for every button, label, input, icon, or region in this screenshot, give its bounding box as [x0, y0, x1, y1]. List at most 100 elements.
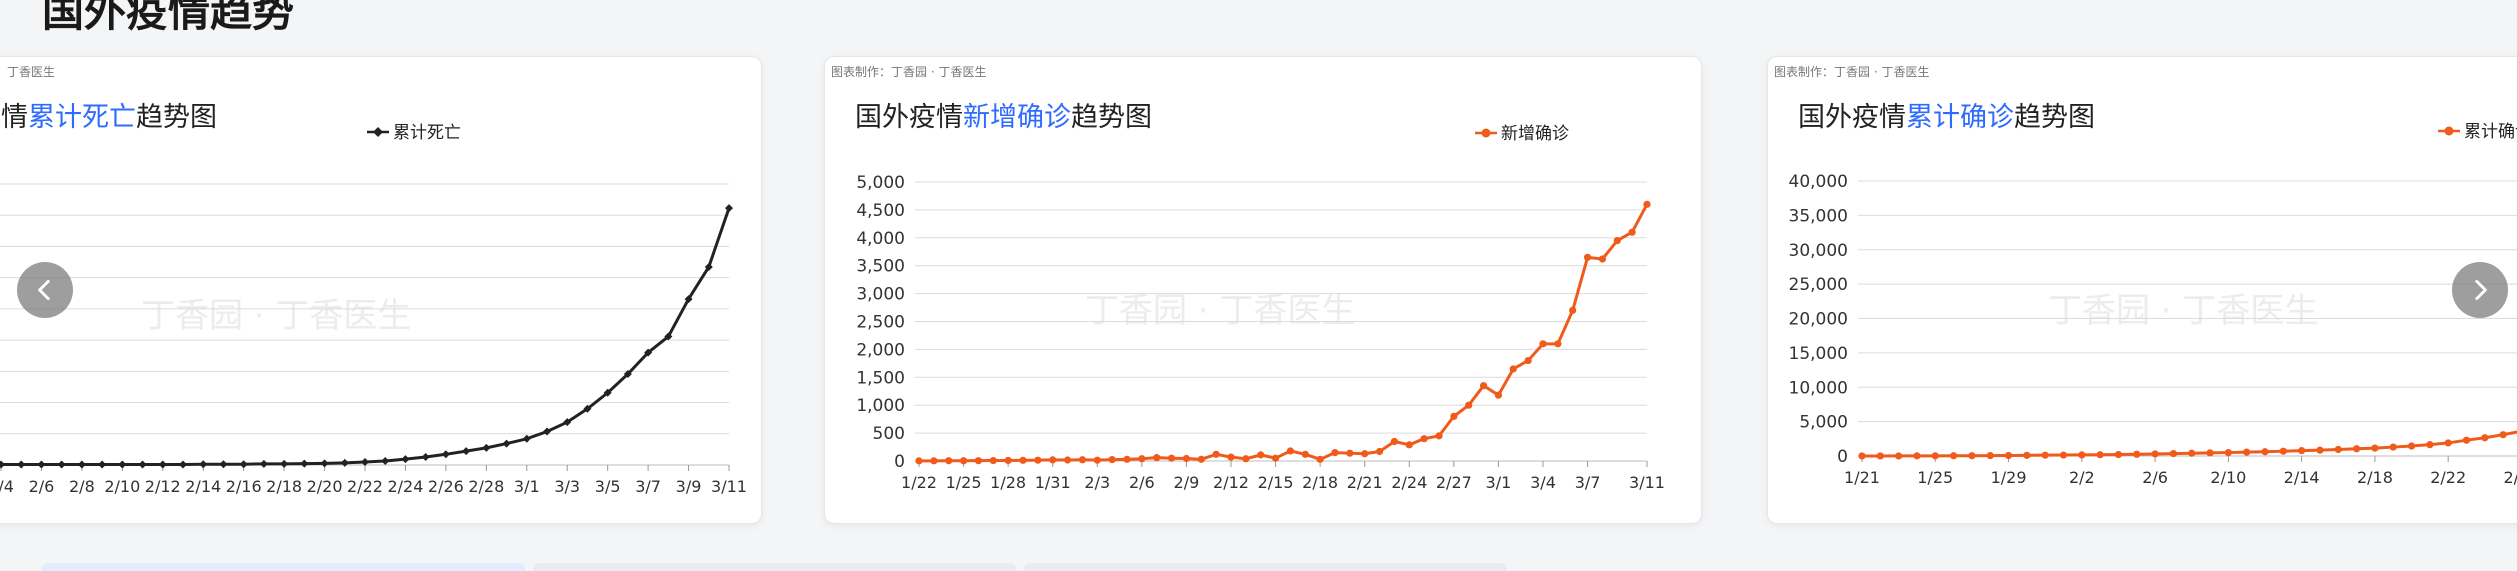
x-tick-label: 2/2: [2069, 468, 2095, 487]
data-point: [2151, 450, 2159, 458]
data-point: [2407, 442, 2416, 450]
x-tick-label: 2/3: [1084, 473, 1110, 492]
data-point: [522, 434, 531, 443]
x-tick-label: 2/6: [1129, 473, 1155, 492]
data-point: [1465, 401, 1473, 409]
data-point: [37, 460, 46, 469]
data-point: [1494, 391, 1503, 399]
x-tick-label: 2/15: [1258, 473, 1294, 492]
x-tick-label: 2/22: [2430, 468, 2466, 487]
data-point: [1093, 456, 1101, 464]
data-point: [421, 452, 430, 461]
x-tick-label: 2/18: [266, 477, 302, 496]
data-point: [1316, 455, 1324, 463]
data-point: [2334, 445, 2342, 454]
data-point: [441, 450, 450, 459]
data-point: [320, 459, 329, 468]
data-point: [2243, 448, 2251, 456]
data-point: [1509, 365, 1517, 373]
legend-label: 累计死亡: [393, 123, 461, 143]
chart-title: 国外疫情新增确诊趋势图: [855, 95, 1152, 134]
bottom-tab-3[interactable]: [1024, 563, 1507, 571]
y-tick-label: 3,000: [856, 285, 905, 305]
data-point: [1479, 382, 1488, 390]
x-tick-label: 1/21: [1844, 468, 1880, 487]
data-point: [1613, 236, 1621, 245]
y-tick-label: 1,500: [856, 368, 905, 388]
y-tick-label: 5,000: [1799, 413, 1848, 433]
data-point: [1361, 450, 1369, 458]
legend-label: 新增确诊: [1501, 124, 1569, 144]
y-tick-label: 10,000: [1789, 378, 1848, 398]
x-tick-label: 3/7: [635, 477, 661, 496]
data-point: [482, 443, 491, 452]
chart-card-new-confirmed: 图表制作：丁香园 · 丁香医生 国外疫情新增确诊趋势图 丁香园 · 丁香医生 0 5…: [824, 56, 1702, 524]
data-point: [0, 460, 5, 469]
data-point: [1858, 452, 1866, 460]
data-point: [2133, 450, 2141, 458]
data-point: [2462, 436, 2471, 444]
x-tick-label: 1/28: [990, 473, 1026, 492]
data-point: [1628, 228, 1636, 236]
data-point: [563, 418, 572, 427]
data-point: [381, 456, 390, 465]
series-line: [1861, 430, 2517, 458]
data-point: [1153, 454, 1161, 462]
y-tick-label: 15,000: [1789, 344, 1848, 364]
data-point: [2114, 450, 2123, 459]
data-point: [361, 458, 369, 467]
data-point: [583, 404, 592, 413]
data-point: [118, 460, 127, 469]
data-point: [959, 457, 968, 465]
data-point: [300, 459, 309, 468]
data-point: [1583, 253, 1592, 261]
chart-plot: 丁香园 · 丁香医生 0 5,000 10,000 15,000 20,000 25,000…: [1789, 122, 2517, 487]
x-tick-label: 2/6: [2142, 468, 2168, 487]
y-tick-label: 30,000: [1789, 241, 1848, 261]
chart-card-cumulative-confirmed: 图表制作：丁香园 · 丁香医生 国外疫情累计确诊趋势图 丁香园 · 丁香医生 0 5…: [1767, 56, 2517, 524]
data-point: [1450, 412, 1458, 420]
data-point: [1876, 452, 1884, 460]
data-point: [704, 262, 713, 271]
data-point: [1242, 455, 1250, 463]
data-point: [17, 460, 26, 469]
carousel-next-button[interactable]: [2452, 262, 2508, 318]
chart-title-prefix: 国外疫情: [1798, 102, 1906, 133]
bottom-tab-2[interactable]: [533, 563, 1016, 571]
chart-watermark: 丁香园 · 丁香医生: [2048, 291, 2318, 331]
x-tick-label: 2/27: [1436, 473, 1472, 492]
data-point: [1539, 340, 1547, 348]
chart-watermark: 丁香园 · 丁香医生: [141, 296, 411, 336]
chart-plot: 丁香园 · 丁香医生 0 500 1,000 1,500 2,000 2,500 3,000 3…: [856, 124, 1665, 492]
data-point: [401, 455, 410, 464]
x-tick-label: 2/21: [1347, 473, 1383, 492]
data-point: [1949, 452, 1958, 460]
y-tick-label: 4,000: [856, 229, 905, 249]
x-tick-label: 3/1: [514, 477, 540, 496]
x-tick-label: 2/26: [2503, 468, 2517, 487]
data-point: [1598, 255, 1607, 263]
data-point: [2059, 451, 2068, 459]
data-point: [1435, 432, 1443, 440]
y-tick-label: 20,000: [1789, 310, 1848, 330]
data-point: [1063, 456, 1072, 464]
data-point: [2078, 451, 2086, 459]
x-tick-label: 3/11: [1629, 473, 1665, 492]
data-point: [2279, 447, 2287, 455]
data-point: [199, 460, 208, 469]
data-point: [219, 460, 228, 469]
x-tick-label: 2/8: [69, 477, 95, 496]
data-point: [2444, 439, 2452, 447]
x-tick-label: 2/22: [347, 477, 383, 496]
y-tick-label: 3,500: [856, 257, 905, 277]
bottom-tab-1[interactable]: [42, 563, 525, 571]
x-tick-label: 3/1: [1486, 473, 1512, 492]
data-point: [280, 459, 289, 468]
carousel-prev-button[interactable]: [17, 262, 73, 318]
chart-title-highlight: 新增确诊: [963, 102, 1071, 133]
data-point: [2188, 449, 2196, 457]
data-point: [684, 295, 693, 304]
y-tick-label: 0: [894, 452, 905, 472]
x-tick-label: 2/24: [387, 477, 423, 496]
x-tick-label: 2/12: [145, 477, 181, 496]
